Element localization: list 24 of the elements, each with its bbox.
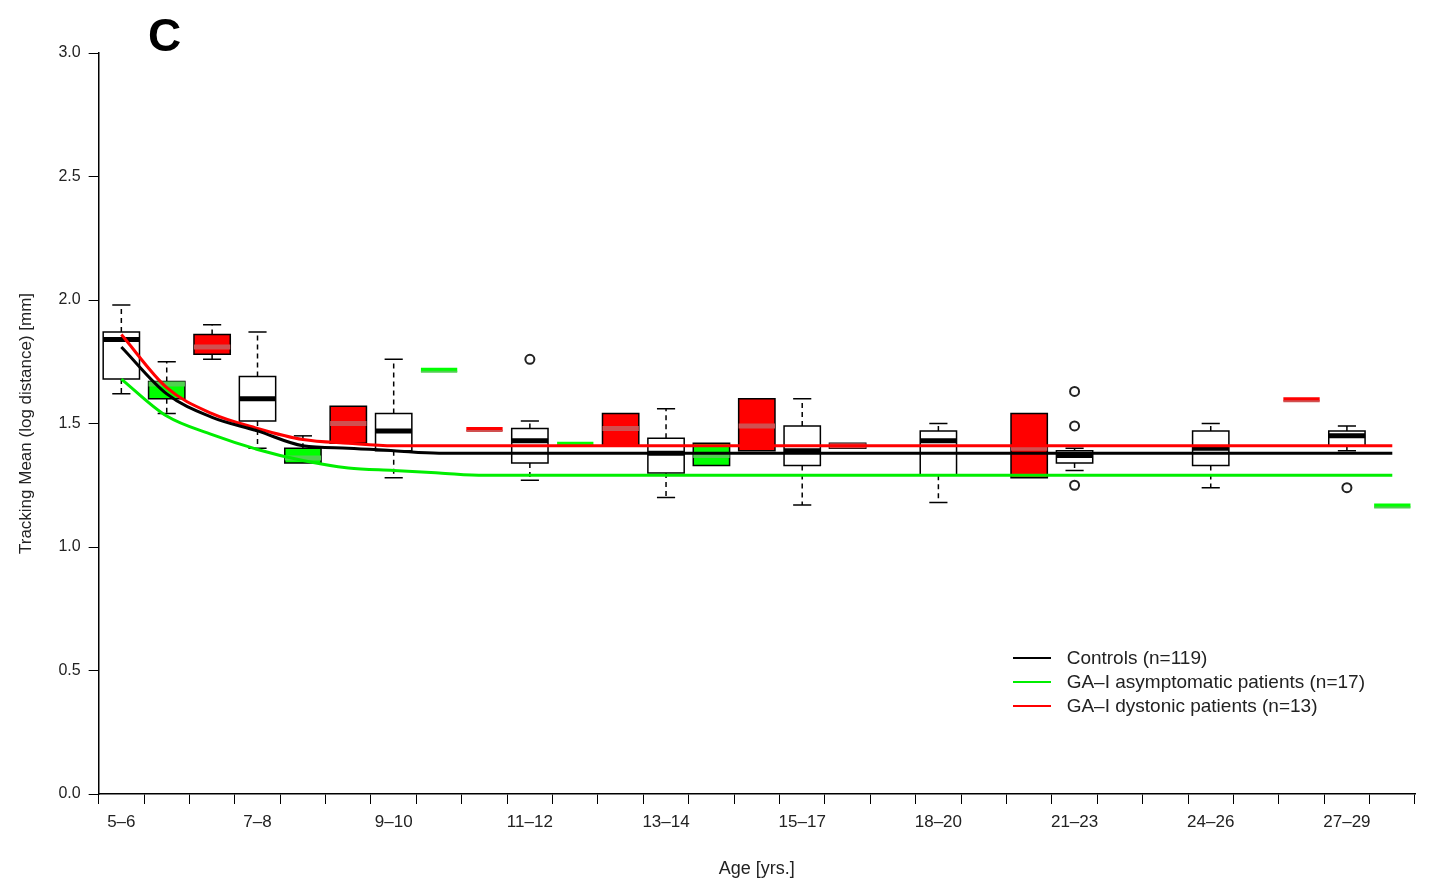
x-tick-label: 5–6: [107, 811, 136, 831]
y-axis-title: Tracking Mean (log distance) [mm]: [15, 292, 35, 555]
x-tick-label: 18–20: [914, 811, 963, 831]
legend-label: Controls (n=119): [1066, 647, 1208, 669]
y-tick-label: 3.0: [58, 43, 81, 61]
y-tick-label: 1.5: [58, 413, 81, 431]
x-tick-label: 15–17: [778, 811, 826, 831]
legend-label: GA–I dystonic patients (n=13): [1066, 695, 1318, 717]
y-tick-label: 2.0: [58, 290, 81, 308]
x-tick-label: 13–14: [642, 811, 690, 831]
x-axis-title: Age [yrs.]: [718, 858, 795, 879]
line-series: [119, 377, 1394, 477]
x-tick-label: 24–26: [1187, 811, 1235, 831]
legend-label: GA–I asymptomatic patients (n=17): [1066, 671, 1365, 693]
x-tick-label: 11–12: [506, 811, 553, 831]
y-tick-label: 0.5: [58, 660, 81, 678]
x-tick-label: 21–23: [1050, 811, 1099, 831]
x-tick-label: 9–10: [374, 811, 413, 831]
y-tick-label: 1.0: [58, 537, 81, 555]
x-tick-label: 27–29: [1323, 811, 1371, 831]
y-tick-label: 0.0: [58, 784, 81, 802]
chart-title: C: [148, 8, 182, 62]
x-tick-label: 7–8: [243, 811, 272, 831]
y-tick-label: 2.5: [58, 166, 81, 184]
